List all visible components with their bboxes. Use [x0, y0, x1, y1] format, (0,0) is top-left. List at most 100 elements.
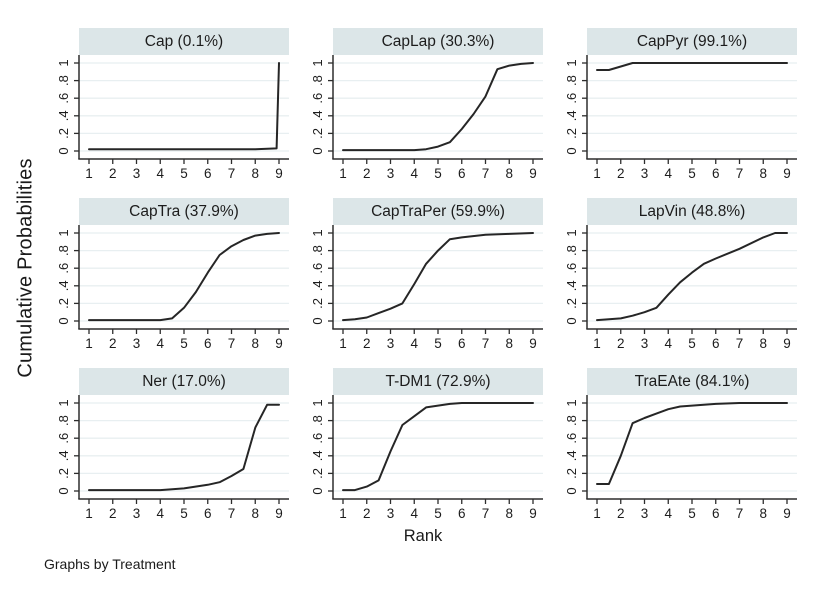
- svg-text:7: 7: [228, 336, 236, 351]
- svg-text:9: 9: [529, 506, 537, 521]
- svg-text:.8: .8: [56, 415, 71, 426]
- svg-text:1: 1: [564, 229, 579, 236]
- svg-text:3: 3: [641, 166, 649, 181]
- panel-chart: 0.2.4.6.811 2 3 4 5 6 7 8 9: [310, 395, 543, 521]
- svg-text:9: 9: [275, 166, 283, 181]
- svg-text:9: 9: [529, 336, 537, 351]
- svg-text:.6: .6: [564, 263, 579, 274]
- svg-text:.8: .8: [564, 245, 579, 256]
- panel-title: LapVin (48.8%): [587, 198, 797, 225]
- svg-text:4: 4: [664, 506, 672, 521]
- svg-text:.4: .4: [310, 450, 325, 461]
- svg-text:2: 2: [109, 166, 117, 181]
- svg-text:.4: .4: [56, 280, 71, 291]
- svg-text:3: 3: [387, 166, 395, 181]
- svg-text:.6: .6: [564, 433, 579, 444]
- svg-text:.4: .4: [310, 110, 325, 121]
- svg-text:.6: .6: [56, 93, 71, 104]
- svg-text:.8: .8: [310, 415, 325, 426]
- svg-text:.8: .8: [310, 245, 325, 256]
- svg-text:3: 3: [387, 336, 395, 351]
- svg-text:4: 4: [410, 336, 418, 351]
- svg-text:2: 2: [617, 336, 625, 351]
- panel-chart: 0.2.4.6.811 2 3 4 5 6 7 8 9: [56, 55, 289, 181]
- svg-text:3: 3: [133, 336, 141, 351]
- panels-grid: Cap (0.1%) 0.2.4.6.8 1 1 2 3 4 5 6 7 8 9 CapLap (3…: [49, 28, 797, 523]
- svg-text:1: 1: [85, 336, 93, 351]
- svg-text:1: 1: [85, 506, 93, 521]
- svg-text:.2: .2: [310, 128, 325, 139]
- svg-text:0: 0: [564, 317, 579, 324]
- svg-text:9: 9: [783, 336, 791, 351]
- svg-text:2: 2: [617, 506, 625, 521]
- svg-text:1: 1: [56, 399, 71, 406]
- svg-text:0: 0: [310, 147, 325, 154]
- svg-text:0: 0: [56, 317, 71, 324]
- svg-text:6: 6: [712, 166, 720, 181]
- svg-text:4: 4: [156, 336, 164, 351]
- treatment-panel: CapTra (37.9%) 0.2.4.6.8 1 1 2 3 4 5 6 7 8 9: [49, 198, 289, 353]
- svg-text:0: 0: [56, 147, 71, 154]
- svg-text:1: 1: [310, 399, 325, 406]
- svg-text:1: 1: [56, 229, 71, 236]
- svg-text:0: 0: [310, 487, 325, 494]
- svg-text:.4: .4: [56, 450, 71, 461]
- panel-title: CapLap (30.3%): [333, 28, 543, 55]
- svg-text:.4: .4: [310, 280, 325, 291]
- panel-chart: 0.2.4.6.811 2 3 4 5 6 7 8 9: [56, 395, 289, 521]
- treatment-panel: Cap (0.1%) 0.2.4.6.8 1 1 2 3 4 5 6 7 8 9: [49, 28, 289, 183]
- treatment-panel: CapPyr (99.1%) 0.2.4.6.8 1 1 2 3 4 5 6 7 8 9: [557, 28, 797, 183]
- svg-text:8: 8: [251, 506, 259, 521]
- svg-text:6: 6: [458, 506, 466, 521]
- svg-text:.2: .2: [56, 298, 71, 309]
- svg-text:9: 9: [783, 166, 791, 181]
- svg-text:8: 8: [505, 166, 513, 181]
- svg-text:3: 3: [387, 506, 395, 521]
- svg-text:8: 8: [251, 166, 259, 181]
- treatment-panel: TraEAte (84.1%) 0.2.4.6.8 1 1 2 3 4 5 6 7 8 9: [557, 368, 797, 523]
- svg-text:3: 3: [133, 506, 141, 521]
- svg-text:5: 5: [434, 166, 442, 181]
- svg-text:1: 1: [310, 229, 325, 236]
- svg-text:.8: .8: [310, 75, 325, 86]
- svg-text:.4: .4: [564, 450, 579, 461]
- svg-text:7: 7: [482, 506, 490, 521]
- svg-text:7: 7: [228, 506, 236, 521]
- svg-text:1: 1: [310, 59, 325, 66]
- svg-text:7: 7: [482, 336, 490, 351]
- svg-text:1: 1: [339, 166, 347, 181]
- panel-chart: 0.2.4.6.811 2 3 4 5 6 7 8 9: [310, 55, 543, 181]
- svg-text:9: 9: [783, 506, 791, 521]
- svg-text:.6: .6: [310, 93, 325, 104]
- svg-text:1: 1: [593, 506, 601, 521]
- svg-text:5: 5: [688, 506, 696, 521]
- treatment-panel: CapTraPer (59.9%) 0.2.4.6.8 1 1 2 3 4 5 6 7 8 9: [303, 198, 543, 353]
- svg-text:7: 7: [482, 166, 490, 181]
- svg-text:7: 7: [736, 166, 744, 181]
- svg-text:0: 0: [564, 147, 579, 154]
- panel-title: T-DM1 (72.9%): [333, 368, 543, 395]
- svg-text:3: 3: [641, 336, 649, 351]
- svg-text:4: 4: [664, 336, 672, 351]
- svg-text:.8: .8: [564, 415, 579, 426]
- panel-title: CapPyr (99.1%): [587, 28, 797, 55]
- svg-text:.4: .4: [56, 110, 71, 121]
- svg-text:1: 1: [593, 336, 601, 351]
- svg-text:.4: .4: [564, 280, 579, 291]
- svg-text:9: 9: [275, 506, 283, 521]
- svg-text:2: 2: [109, 336, 117, 351]
- x-axis-title: Rank: [403, 527, 443, 545]
- svg-text:8: 8: [759, 166, 767, 181]
- svg-text:8: 8: [505, 506, 513, 521]
- svg-text:4: 4: [410, 506, 418, 521]
- svg-text:5: 5: [688, 336, 696, 351]
- svg-text:1: 1: [564, 59, 579, 66]
- svg-text:2: 2: [363, 506, 371, 521]
- svg-text:.8: .8: [564, 75, 579, 86]
- svg-text:6: 6: [204, 336, 212, 351]
- svg-text:7: 7: [736, 506, 744, 521]
- svg-text:5: 5: [180, 166, 188, 181]
- svg-text:6: 6: [458, 336, 466, 351]
- svg-text:4: 4: [156, 506, 164, 521]
- svg-text:.8: .8: [56, 75, 71, 86]
